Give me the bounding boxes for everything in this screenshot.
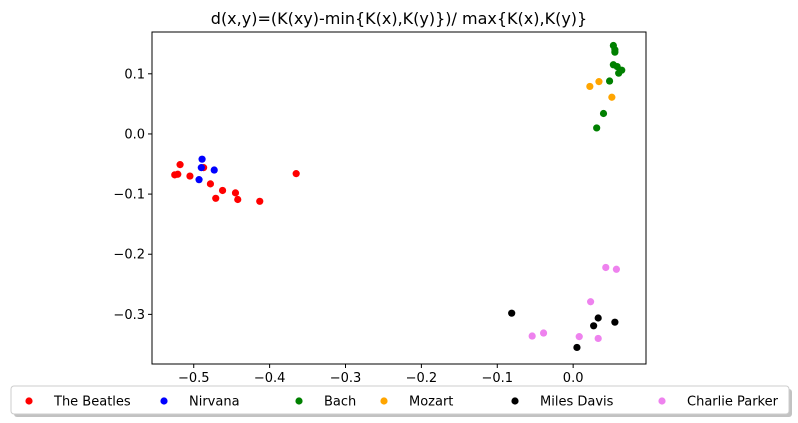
data-point bbox=[615, 69, 623, 77]
data-point bbox=[593, 124, 601, 132]
data-point bbox=[594, 314, 602, 322]
legend-marker bbox=[380, 397, 388, 405]
data-point bbox=[594, 334, 602, 343]
legend-marker bbox=[511, 397, 519, 405]
x-tick-label: −0.1 bbox=[481, 371, 513, 386]
x-tick-label: 0.0 bbox=[563, 371, 584, 386]
y-tick-label: −0.1 bbox=[113, 188, 145, 203]
data-point bbox=[590, 322, 598, 330]
data-point bbox=[608, 93, 616, 101]
legend-marker bbox=[25, 397, 33, 405]
data-point bbox=[539, 329, 548, 337]
legend-label: Bach bbox=[324, 395, 356, 410]
legend-label: The Beatles bbox=[53, 395, 131, 410]
x-tick-label: −0.5 bbox=[178, 371, 210, 386]
data-point bbox=[292, 170, 300, 178]
data-point bbox=[595, 78, 603, 86]
chart-title: d(x,y)=(K(xy)-min{K(x),K(y)})/ max{K(x),… bbox=[211, 9, 587, 28]
legend-label: Nirvana bbox=[189, 395, 240, 410]
data-point bbox=[528, 332, 536, 340]
data-point bbox=[174, 170, 182, 178]
data-point bbox=[210, 166, 218, 174]
data-point bbox=[602, 263, 610, 272]
legend-label: Miles Davis bbox=[540, 395, 614, 410]
plot-area bbox=[151, 31, 647, 365]
data-point bbox=[176, 161, 184, 169]
data-point bbox=[231, 189, 240, 197]
y-tick-label: −0.3 bbox=[113, 308, 145, 323]
data-point bbox=[198, 155, 206, 163]
legend-marker bbox=[160, 397, 168, 405]
data-point bbox=[611, 48, 619, 56]
data-point bbox=[586, 82, 594, 91]
data-point bbox=[508, 309, 516, 317]
legend-label: Mozart bbox=[409, 395, 453, 410]
y-tick-label: 0.0 bbox=[124, 127, 145, 142]
legend-box bbox=[10, 385, 790, 415]
legend-items: The Beatles Nirvana Bach Mozart Miles Davis C… bbox=[25, 395, 779, 410]
data-point bbox=[575, 333, 583, 341]
x-tick-label: −0.3 bbox=[330, 371, 362, 386]
x-tick-label: −0.4 bbox=[254, 371, 286, 386]
data-point bbox=[605, 77, 614, 85]
legend-label: Charlie Parker bbox=[687, 395, 779, 410]
data-points bbox=[171, 41, 626, 352]
data-point bbox=[256, 197, 264, 205]
data-point bbox=[611, 318, 619, 326]
x-axis: −0.5 −0.4 −0.3 −0.2 −0.1 0.0 bbox=[178, 364, 584, 386]
y-axis: −0.3 −0.2 −0.1 0.0 0.1 bbox=[113, 67, 152, 323]
legend-marker bbox=[658, 397, 666, 405]
legend-marker bbox=[295, 397, 303, 405]
y-tick-label: −0.2 bbox=[113, 248, 145, 263]
data-point bbox=[186, 172, 194, 180]
data-point bbox=[599, 109, 608, 118]
data-point bbox=[212, 194, 220, 202]
data-point bbox=[612, 265, 621, 273]
data-point bbox=[587, 298, 595, 306]
data-point bbox=[573, 343, 581, 352]
y-tick-label: 0.1 bbox=[124, 67, 145, 82]
legend: The Beatles Nirvana Bach Mozart Miles Davis C… bbox=[10, 385, 792, 417]
data-point bbox=[195, 176, 203, 184]
data-point bbox=[206, 180, 215, 188]
x-tick-label: −0.2 bbox=[406, 371, 438, 386]
data-point bbox=[234, 195, 242, 204]
data-point bbox=[197, 164, 205, 172]
data-point bbox=[218, 186, 227, 195]
